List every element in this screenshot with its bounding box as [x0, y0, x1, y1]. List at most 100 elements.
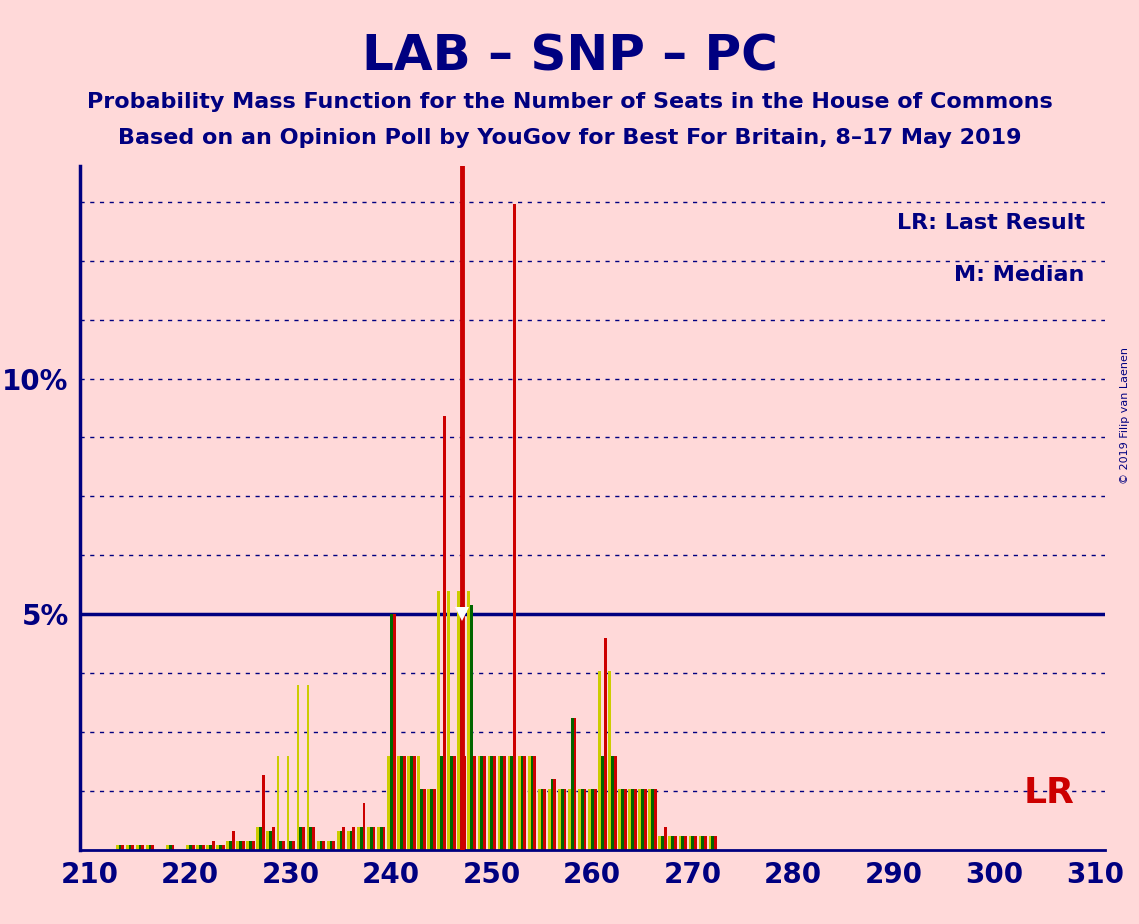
Bar — [453, 756, 456, 850]
Bar — [146, 845, 149, 850]
Bar — [322, 841, 325, 850]
Bar — [662, 836, 664, 850]
Bar — [510, 756, 514, 850]
Bar — [219, 845, 222, 850]
Bar — [383, 826, 385, 850]
Bar — [644, 789, 647, 850]
Bar — [202, 845, 205, 850]
Bar — [232, 832, 235, 850]
Bar — [598, 671, 601, 850]
Bar — [508, 756, 510, 850]
Bar — [300, 826, 302, 850]
Bar — [393, 614, 395, 850]
Bar — [604, 638, 607, 850]
Bar — [151, 845, 154, 850]
Bar — [503, 756, 506, 850]
Bar — [458, 590, 460, 850]
Bar — [149, 845, 151, 850]
Bar — [289, 841, 293, 850]
Bar — [618, 789, 621, 850]
Text: © 2019 Filip van Laenen: © 2019 Filip van Laenen — [1121, 347, 1130, 484]
Bar — [412, 756, 416, 850]
Bar — [574, 718, 576, 850]
Bar — [199, 845, 202, 850]
Bar — [256, 826, 260, 850]
Bar — [306, 685, 310, 850]
Bar — [116, 845, 118, 850]
Bar — [125, 845, 129, 850]
Bar — [229, 841, 232, 850]
Bar — [487, 756, 491, 850]
Bar — [227, 841, 229, 850]
Bar — [681, 836, 685, 850]
Bar — [500, 756, 503, 850]
Bar — [624, 789, 626, 850]
Bar — [296, 685, 300, 850]
Bar — [367, 826, 370, 850]
Bar — [239, 841, 241, 850]
Bar — [279, 841, 282, 850]
Bar — [317, 841, 320, 850]
Bar — [654, 789, 657, 850]
Bar — [483, 756, 486, 850]
Bar — [558, 789, 560, 850]
Bar — [521, 756, 523, 850]
Bar — [362, 803, 366, 850]
Bar — [437, 590, 440, 850]
Bar — [523, 756, 526, 850]
Bar — [460, 605, 464, 850]
Bar — [583, 789, 587, 850]
Bar — [136, 845, 139, 850]
Bar — [608, 671, 611, 850]
Bar — [581, 789, 583, 850]
Bar — [648, 789, 652, 850]
Bar — [343, 826, 345, 850]
Bar — [641, 789, 644, 850]
Bar — [390, 614, 393, 850]
Bar — [669, 836, 671, 850]
Bar — [712, 836, 714, 850]
Bar — [473, 756, 476, 850]
Bar — [172, 845, 174, 850]
Text: LAB – SNP – PC: LAB – SNP – PC — [361, 32, 778, 80]
Bar — [379, 826, 383, 850]
Bar — [514, 204, 516, 850]
Bar — [714, 836, 718, 850]
Bar — [694, 836, 697, 850]
Bar — [527, 756, 531, 850]
Bar — [246, 841, 249, 850]
Bar — [611, 756, 614, 850]
Bar — [533, 756, 536, 850]
Bar — [400, 756, 403, 850]
Bar — [477, 756, 481, 850]
Bar — [191, 845, 195, 850]
Bar — [347, 832, 350, 850]
Bar — [423, 789, 426, 850]
Bar — [601, 756, 604, 850]
Bar — [320, 841, 322, 850]
Bar — [352, 826, 355, 850]
Bar — [196, 845, 199, 850]
Bar — [357, 826, 360, 850]
Bar — [481, 756, 483, 850]
Bar — [518, 756, 521, 850]
Bar — [493, 756, 495, 850]
Bar — [329, 841, 333, 850]
Bar — [431, 789, 433, 850]
Bar — [407, 756, 410, 850]
Text: Probability Mass Function for the Number of Seats in the House of Commons: Probability Mass Function for the Number… — [87, 92, 1052, 113]
Bar — [252, 841, 255, 850]
Bar — [679, 836, 681, 850]
Bar — [398, 756, 400, 850]
Bar — [554, 779, 556, 850]
Bar — [674, 836, 677, 850]
Bar — [206, 845, 208, 850]
Bar — [129, 845, 131, 850]
Bar — [236, 841, 239, 850]
Bar — [652, 789, 654, 850]
Bar — [531, 756, 533, 850]
Bar — [377, 826, 379, 850]
Bar — [591, 789, 593, 850]
Bar — [702, 836, 704, 850]
Bar — [262, 774, 265, 850]
